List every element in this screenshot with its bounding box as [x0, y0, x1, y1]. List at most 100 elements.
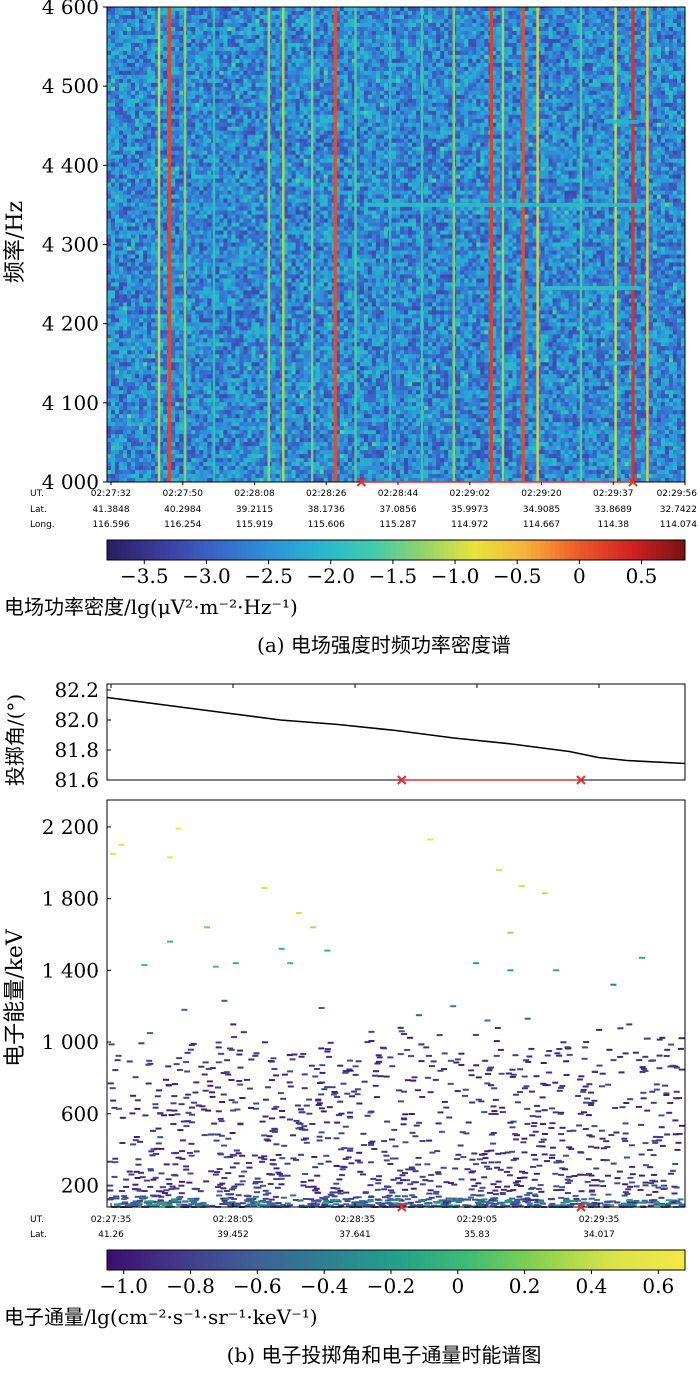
heatmap-cell: [123, 286, 128, 291]
heatmap-cell: [203, 254, 208, 259]
heatmap-cell: [227, 450, 232, 455]
heatmap-cell: [243, 66, 248, 72]
heatmap-cell: [159, 478, 164, 483]
heatmap-cell: [263, 182, 268, 187]
heatmap-cell: [115, 82, 120, 88]
heatmap-cell: [227, 366, 232, 371]
heatmap-cell: [111, 230, 116, 235]
heatmap-cell: [147, 306, 152, 311]
heatmap-cell: [155, 158, 160, 163]
heatmap-cell: [179, 342, 184, 347]
heatmap-cell: [143, 186, 148, 191]
heatmap-cell: [143, 326, 148, 331]
heatmap-cell: [115, 162, 120, 167]
heatmap-cell: [195, 246, 200, 251]
heatmap-cell: [179, 226, 184, 231]
heatmap-cell: [187, 30, 192, 36]
heatmap-cell: [271, 266, 276, 271]
heatmap-cell: [219, 346, 224, 351]
heatmap-cell: [247, 458, 252, 463]
heatmap-cell: [223, 342, 228, 347]
heatmap-cell: [215, 330, 220, 335]
heatmap-cell: [199, 114, 204, 120]
heatmap-cell: [263, 386, 268, 391]
heatmap-cell: [191, 54, 196, 60]
heatmap-cell: [111, 382, 116, 387]
heatmap-cell: [171, 454, 176, 459]
heatmap-cell: [199, 450, 204, 455]
heatmap-cell: [239, 270, 244, 275]
heatmap-cell: [187, 478, 192, 483]
heatmap-cell: [171, 86, 176, 92]
heatmap-cell: [171, 270, 176, 275]
heatmap-cell: [119, 426, 124, 431]
heatmap-cell: [259, 370, 264, 375]
heatmap-cell: [255, 326, 260, 331]
heatmap-cell: [255, 166, 260, 171]
heatmap-cell: [147, 202, 152, 207]
heatmap-cell: [131, 222, 136, 227]
heatmap-cell: [131, 362, 136, 367]
heatmap-cell: [155, 310, 160, 315]
heatmap-cell: [131, 366, 136, 371]
heatmap-cell: [215, 194, 220, 199]
heatmap-cell: [195, 118, 200, 124]
heatmap-cell: [151, 314, 156, 319]
heatmap-cell: [111, 298, 116, 303]
heatmap-cell: [263, 282, 268, 287]
heatmap-cell: [179, 314, 184, 319]
heatmap-cell: [111, 454, 116, 459]
heatmap-cell: [263, 418, 268, 423]
heatmap-cell: [215, 70, 220, 76]
heatmap-cell: [223, 414, 228, 419]
heatmap-cell: [123, 294, 128, 299]
heatmap-cell: [163, 390, 168, 395]
heatmap-cell: [259, 222, 264, 227]
heatmap-cell: [235, 194, 240, 199]
heatmap-cell: [175, 202, 180, 207]
heatmap-cell: [203, 438, 208, 443]
heatmap-cell: [143, 130, 148, 136]
heatmap-cell: [151, 46, 156, 52]
heatmap-cell: [187, 330, 192, 335]
heatmap-cell: [187, 222, 192, 227]
heatmap-cell: [255, 306, 260, 311]
heatmap-cell: [227, 342, 232, 347]
heatmap-cell: [239, 334, 244, 339]
heatmap-cell: [127, 310, 132, 315]
heatmap-cell: [143, 134, 148, 140]
heatmap-cell: [131, 330, 136, 335]
heatmap-cell: [231, 302, 236, 307]
heatmap-cell: [127, 222, 132, 227]
heatmap-cell: [147, 110, 152, 116]
heatmap-cell: [219, 418, 224, 423]
heatmap-cell: [115, 466, 120, 471]
heatmap-cell: [199, 126, 204, 132]
heatmap-cell: [123, 138, 128, 144]
heatmap-cell: [219, 210, 224, 215]
heatmap-cell: [219, 370, 224, 375]
heatmap-cell: [195, 358, 200, 363]
heatmap-cell: [243, 158, 248, 163]
heatmap-cell: [235, 218, 240, 223]
heatmap-cell: [171, 198, 176, 203]
heatmap-cell: [131, 146, 136, 151]
heatmap-cell: [175, 410, 180, 415]
heatmap-cell: [127, 266, 132, 271]
heatmap-cell: [163, 218, 168, 223]
heatmap-cell: [247, 122, 252, 128]
heatmap-cell: [147, 342, 152, 347]
heatmap-cell: [163, 166, 168, 171]
heatmap-cell: [251, 186, 256, 191]
heatmap-cell: [255, 218, 260, 223]
heatmap-cell: [215, 106, 220, 112]
heatmap-cell: [159, 294, 164, 299]
heatmap-cell: [143, 358, 148, 363]
heatmap-cell: [191, 234, 196, 239]
heatmap-cell: [159, 110, 164, 116]
heatmap-cell: [247, 38, 252, 44]
heatmap-cell: [115, 346, 120, 351]
heatmap-cell: [235, 290, 240, 295]
heatmap-cell: [179, 162, 184, 167]
heatmap-cell: [155, 454, 160, 459]
